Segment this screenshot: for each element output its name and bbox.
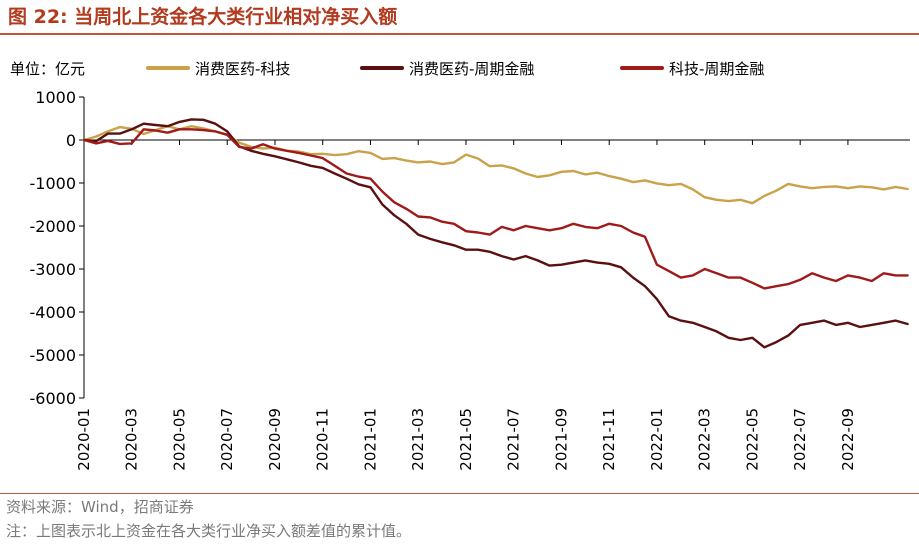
legend-label-2: 消费医药-周期金融 bbox=[409, 60, 534, 78]
x-tick-label: 2020-03 bbox=[123, 408, 141, 471]
legend-label-1: 消费医药-科技 bbox=[195, 60, 290, 78]
y-axis: 1000 0 -1000 -2000 -3000 -4000 -5000 -6000 bbox=[30, 88, 85, 408]
series-group bbox=[82, 118, 909, 349]
x-axis: 2020-01 2020-03 2020-05 2020-07 2020-09 2020-… bbox=[75, 139, 910, 471]
x-tick-label: 2020-09 bbox=[266, 408, 284, 471]
x-tick-label: 2022-03 bbox=[696, 408, 714, 471]
x-tick-label: 2021-07 bbox=[505, 408, 523, 471]
x-tick-label: 2022-05 bbox=[743, 408, 761, 471]
footnote: 注：上图表示北上资金在各大类行业净买入额差值的累计值。 bbox=[6, 522, 412, 540]
x-tick-label: 2022-07 bbox=[791, 408, 809, 471]
legend: 消费医药-科技 消费医药-周期金融 科技-周期金融 bbox=[146, 60, 764, 78]
series-line-3 bbox=[82, 128, 909, 290]
x-tick-label: 2022-09 bbox=[839, 408, 857, 471]
figure-title: 图 22: 当周北上资金各大类行业相对净买入额 bbox=[8, 6, 398, 28]
line-chart: 消费医药-科技 消费医药-周期金融 科技-周期金融 单位：亿元 1000 0 -1000… bbox=[10, 60, 910, 471]
y-tick-label: -4000 bbox=[30, 303, 77, 322]
legend-label-3: 科技-周期金融 bbox=[669, 60, 764, 78]
y-tick-label: -3000 bbox=[30, 260, 77, 279]
y-tick-label: -2000 bbox=[30, 217, 77, 236]
x-tick-label: 2021-01 bbox=[361, 408, 379, 471]
x-tick-label: 2021-09 bbox=[552, 408, 570, 471]
footer-rule bbox=[0, 493, 919, 494]
x-tick-label: 2021-03 bbox=[409, 408, 427, 471]
y-tick-label: 1000 bbox=[35, 88, 76, 107]
series-line-2 bbox=[82, 118, 909, 349]
y-tick-label: -5000 bbox=[30, 346, 77, 365]
x-tick-label: 2020-05 bbox=[170, 408, 188, 471]
y-tick-label: -6000 bbox=[30, 389, 77, 408]
x-tick-label: 2020-01 bbox=[75, 408, 93, 471]
unit-label: 单位：亿元 bbox=[10, 60, 85, 78]
x-tick-label: 2021-05 bbox=[457, 408, 475, 471]
source-note: 资料来源：Wind，招商证券 bbox=[6, 498, 194, 516]
x-tick-label: 2021-11 bbox=[600, 408, 618, 471]
series-line-1 bbox=[82, 124, 909, 205]
x-tick-label: 2020-07 bbox=[218, 408, 236, 471]
x-tick-label: 2020-11 bbox=[314, 408, 332, 471]
title-rule bbox=[0, 33, 919, 35]
x-tick-label: 2022-01 bbox=[648, 408, 666, 471]
y-tick-label: -1000 bbox=[30, 174, 77, 193]
y-tick-label: 0 bbox=[66, 131, 76, 150]
